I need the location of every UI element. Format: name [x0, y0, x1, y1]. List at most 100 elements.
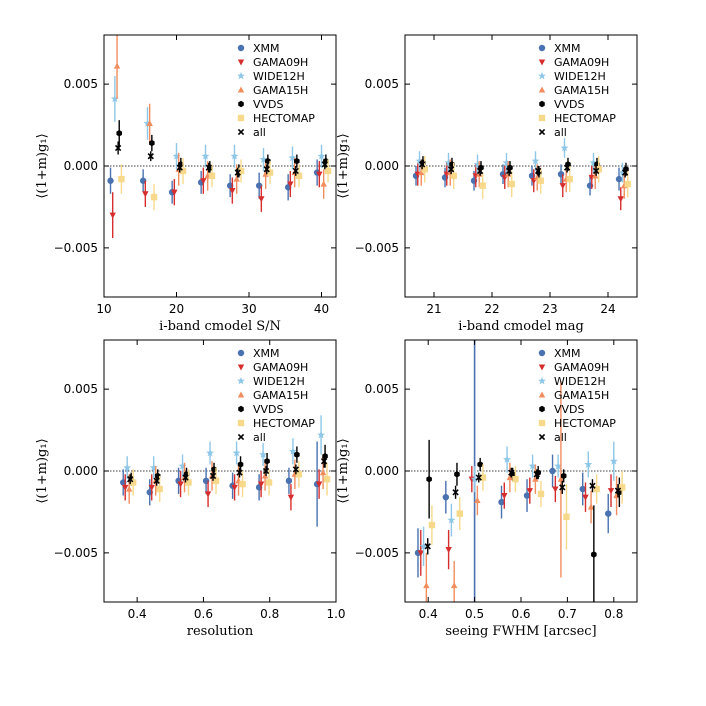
- legend-marker: [237, 349, 245, 357]
- data-point: [287, 181, 294, 188]
- data-point: [447, 166, 455, 173]
- legend-marker: [538, 71, 546, 80]
- legend-label: GAMA09H: [253, 361, 308, 374]
- plot-area: [120, 415, 331, 527]
- legend-label: GAMA15H: [554, 84, 609, 97]
- data-point: [259, 450, 268, 458]
- data-point: [229, 188, 236, 195]
- data-point: [417, 550, 424, 557]
- data-point: [321, 161, 328, 168]
- data-point-stroke-b: [424, 543, 431, 550]
- legend-entry-all: all: [538, 126, 567, 139]
- plot-area: [412, 138, 631, 211]
- legend-entry-hectomap: HECTOMAP: [538, 417, 616, 430]
- data-point: [292, 167, 299, 175]
- legend-marker: [539, 405, 545, 413]
- legend-entry-wide12h: WIDE12H: [237, 375, 305, 388]
- legend-entry-xmm: XMM: [538, 42, 581, 55]
- series-wide12h: [123, 415, 326, 480]
- data-point: [288, 153, 297, 162]
- data-point: [582, 494, 589, 501]
- data-point: [204, 491, 212, 498]
- legend-marker: [237, 86, 245, 93]
- legend-marker: [538, 419, 546, 427]
- legend-entry-gama15h: GAMA15H: [538, 84, 609, 97]
- legend-label: GAMA09H: [554, 56, 609, 69]
- data-point: [418, 161, 426, 168]
- data-point: [285, 477, 293, 485]
- data-point: [502, 158, 511, 167]
- data-point-stroke-b: [176, 164, 183, 171]
- legend-marker: [237, 364, 245, 371]
- x-tick-label: 10: [96, 302, 111, 316]
- legend-entry-hectomap: HECTOMAP: [237, 417, 315, 430]
- data-point: [265, 157, 271, 165]
- data-point: [563, 164, 571, 171]
- data-point: [531, 156, 540, 165]
- data-point-stroke-b: [589, 482, 596, 489]
- data-point: [317, 430, 326, 439]
- y-tick-label: 0.000: [64, 159, 98, 173]
- data-point: [287, 494, 295, 501]
- data-point: [549, 467, 556, 475]
- legend-marker-stroke-b: [538, 128, 546, 136]
- data-point: [592, 167, 600, 175]
- data-point: [423, 582, 430, 589]
- data-point: [143, 119, 152, 127]
- data-point: [118, 175, 125, 183]
- series-gama09h: [417, 466, 615, 576]
- legend-marker: [538, 433, 546, 441]
- legend-marker: [539, 100, 545, 108]
- data-point: [110, 94, 119, 103]
- legend-label: all: [554, 431, 567, 444]
- legend-label: GAMA15H: [554, 389, 609, 402]
- data-point: [474, 496, 481, 504]
- legend-entry-all: all: [237, 431, 266, 444]
- x-tick-label: 0.8: [604, 607, 623, 621]
- data-point: [262, 467, 270, 475]
- x-tick-label: 1.0: [326, 607, 345, 621]
- data-point: [149, 463, 158, 472]
- data-point: [475, 474, 482, 481]
- legend-label: all: [253, 431, 266, 444]
- data-point: [231, 484, 238, 491]
- y-tick-label: 0.005: [365, 382, 399, 396]
- legend-label: all: [554, 126, 567, 139]
- data-point-stroke-b: [205, 164, 212, 171]
- data-point: [584, 460, 593, 468]
- data-point: [591, 551, 597, 558]
- data-point: [316, 171, 323, 178]
- y-tick-label: 0.000: [64, 464, 98, 478]
- data-point: [208, 172, 216, 180]
- y-tick-label: 0.005: [365, 77, 399, 91]
- x-tick-label: 22: [484, 302, 499, 316]
- data-point: [470, 475, 479, 483]
- series-all: [127, 454, 328, 486]
- series-wide12h: [419, 441, 618, 566]
- series-hectomap: [428, 464, 626, 550]
- data-point: [233, 175, 240, 182]
- data-point: [320, 180, 327, 187]
- data-point: [236, 469, 243, 476]
- legend-label: VVDS: [253, 98, 284, 111]
- data-point: [454, 471, 460, 478]
- data-point: [508, 469, 515, 476]
- data-point: [421, 166, 428, 173]
- data-point: [129, 479, 137, 486]
- data-point: [324, 167, 332, 175]
- data-point-stroke-b: [209, 472, 217, 480]
- legend-label: WIDE12H: [253, 70, 305, 83]
- series-vvds: [426, 439, 623, 602]
- data-point: [442, 494, 450, 501]
- data-point-stroke-b: [234, 169, 241, 176]
- data-point: [295, 471, 303, 478]
- legend-marker: [238, 405, 244, 413]
- legend-entry-vvds: VVDS: [238, 98, 284, 111]
- data-point-stroke-b: [533, 471, 540, 478]
- y-tick-label: −0.005: [355, 546, 399, 560]
- y-tick-label: −0.005: [54, 546, 98, 560]
- data-point: [201, 152, 210, 160]
- data-point-stroke-b: [127, 476, 134, 483]
- data-point: [149, 139, 155, 147]
- data-point: [526, 488, 534, 495]
